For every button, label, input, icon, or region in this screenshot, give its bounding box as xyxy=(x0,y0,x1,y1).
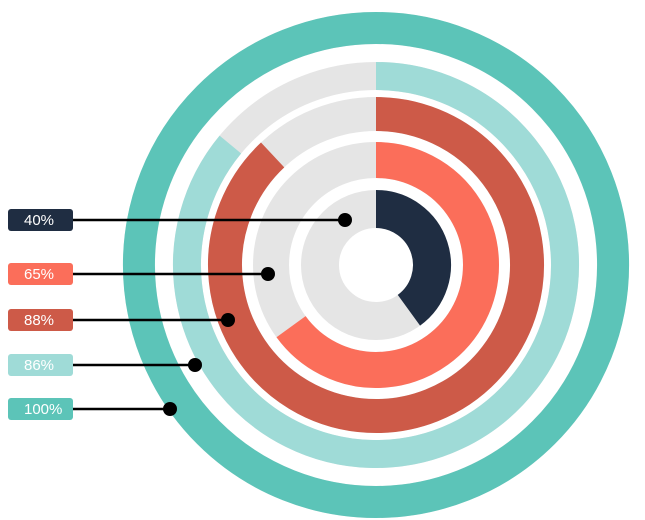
value-tag: 88% xyxy=(8,309,73,331)
value-tag: 40% xyxy=(8,209,73,231)
value-tag-bg xyxy=(8,309,73,331)
connector-dot xyxy=(188,358,202,372)
value-tag: 100% xyxy=(8,398,73,420)
value-tag-bg xyxy=(8,354,73,376)
value-tag-label: 86% xyxy=(24,357,54,374)
value-tag: 65% xyxy=(8,263,73,285)
connector-dot xyxy=(338,213,352,227)
ring-value-arc xyxy=(375,190,451,326)
connector-dot xyxy=(261,267,275,281)
value-tag: 86% xyxy=(8,354,73,376)
connectors-layer xyxy=(73,213,352,416)
connector-dot xyxy=(163,402,177,416)
value-tag-bg xyxy=(8,398,73,420)
value-tag-label: 40% xyxy=(24,212,54,229)
value-tag-label: 88% xyxy=(24,312,54,329)
connector-dot xyxy=(221,313,235,327)
ring-value-arc xyxy=(276,142,499,388)
rings-layer xyxy=(123,12,629,519)
ring-value-arc xyxy=(173,62,579,468)
value-tag-bg xyxy=(8,209,73,231)
tags-layer: 100% 86% 88% 65% 40% xyxy=(8,209,73,420)
ring-value-arc xyxy=(123,12,629,519)
value-tag-label: 65% xyxy=(24,266,54,283)
value-tag-bg xyxy=(8,263,73,285)
value-tag-label: 100% xyxy=(24,401,62,418)
